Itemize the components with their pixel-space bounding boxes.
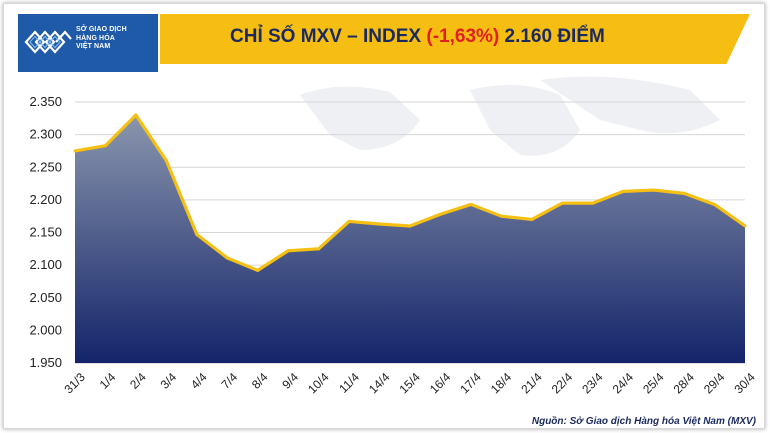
- y-tick-label: 2.250: [29, 159, 62, 174]
- x-tick-label: 15/4: [396, 370, 423, 397]
- data-point: [713, 202, 717, 206]
- title-banner: [160, 14, 750, 64]
- y-tick-label: 2.050: [29, 290, 62, 305]
- x-tick-label: 18/4: [488, 370, 515, 397]
- y-tick-label: 2.350: [29, 94, 62, 109]
- data-point: [195, 232, 199, 236]
- data-point: [469, 202, 473, 206]
- y-tick-label: 2.200: [29, 192, 62, 207]
- x-tick-label: 24/4: [610, 370, 637, 397]
- x-tick-label: 4/4: [188, 370, 210, 392]
- data-point: [530, 217, 534, 221]
- source-note: Nguồn: Sở Giao dịch Hàng hóa Việt Nam (M…: [531, 416, 756, 427]
- x-tick-label: 14/4: [366, 370, 393, 397]
- x-tick-label: 3/4: [158, 370, 180, 392]
- x-tick-label: 22/4: [549, 370, 576, 397]
- data-point: [560, 201, 564, 205]
- x-tick-label: 25/4: [640, 370, 667, 397]
- data-point: [286, 249, 290, 253]
- title-change: (-1,63%): [426, 26, 500, 47]
- data-point: [347, 219, 351, 223]
- index-area-fill: [75, 115, 745, 363]
- mxv-logo-mark-icon: [24, 30, 72, 54]
- data-point: [621, 189, 625, 193]
- x-tick-label: 29/4: [701, 370, 728, 397]
- data-point: [591, 201, 595, 205]
- world-map-watermark: [300, 76, 720, 156]
- data-point: [499, 214, 503, 218]
- y-axis: 1.950 2.000 2.050 2.100 2.150 2.200 2.250 2.300…: [29, 94, 62, 370]
- x-axis: 31/3 1/4 2/4 3/4 4/4 7/4 8/4 9/4 10/4 11/4 14/4 15/…: [61, 370, 758, 397]
- area-layer: [73, 113, 747, 363]
- data-point: [256, 268, 260, 272]
- title-prefix: CHỈ SỐ MXV – INDEX: [230, 26, 427, 47]
- x-tick-label: 17/4: [457, 370, 484, 397]
- logo-line-2: HÀNG HÓA: [76, 34, 115, 42]
- x-tick-label: 31/3: [61, 370, 88, 397]
- x-tick-label: 8/4: [249, 370, 271, 392]
- data-point: [164, 159, 168, 163]
- data-point: [408, 224, 412, 228]
- y-tick-label: 2.000: [29, 322, 62, 337]
- y-tick-label: 2.100: [29, 257, 62, 272]
- x-tick-label: 11/4: [336, 370, 362, 396]
- x-tick-label: 7/4: [218, 370, 240, 392]
- y-tick-label: 2.150: [29, 225, 62, 240]
- x-tick-label: 28/4: [671, 370, 698, 397]
- y-tick-label: 2.300: [29, 127, 62, 142]
- data-point: [134, 113, 138, 117]
- x-tick-label: 2/4: [127, 370, 149, 392]
- mxv-logo: SỞ GIAO DỊCH HÀNG HÓA VIỆT NAM: [18, 14, 158, 72]
- x-tick-label: 16/4: [427, 370, 454, 397]
- chart-title: CHỈ SỐ MXV – INDEX (-1,63%) 2.160 ĐIỂM: [230, 26, 690, 54]
- data-point: [743, 224, 747, 228]
- mxv-logo-text: SỞ GIAO DỊCH HÀNG HÓA VIỆT NAM: [76, 26, 156, 52]
- data-point: [378, 222, 382, 226]
- x-tick-label: 21/4: [518, 370, 545, 397]
- x-tick-label: 1/4: [97, 370, 119, 392]
- data-point: [73, 149, 77, 153]
- logo-line-1: SỞ GIAO DỊCH: [76, 26, 127, 33]
- x-tick-label: 30/4: [731, 370, 758, 397]
- x-tick-label: 9/4: [279, 370, 301, 392]
- data-point: [652, 188, 656, 192]
- logo-line-3: VIỆT NAM: [76, 43, 111, 50]
- x-tick-label: 10/4: [305, 370, 332, 397]
- y-tick-label: 1.950: [29, 355, 62, 370]
- data-point: [103, 144, 107, 148]
- data-point: [225, 256, 229, 260]
- x-tick-label: 23/4: [579, 370, 606, 397]
- data-point: [317, 247, 321, 251]
- data-point: [438, 212, 442, 216]
- title-suffix: 2.160 ĐIỂM: [499, 26, 605, 47]
- data-point: [682, 191, 686, 195]
